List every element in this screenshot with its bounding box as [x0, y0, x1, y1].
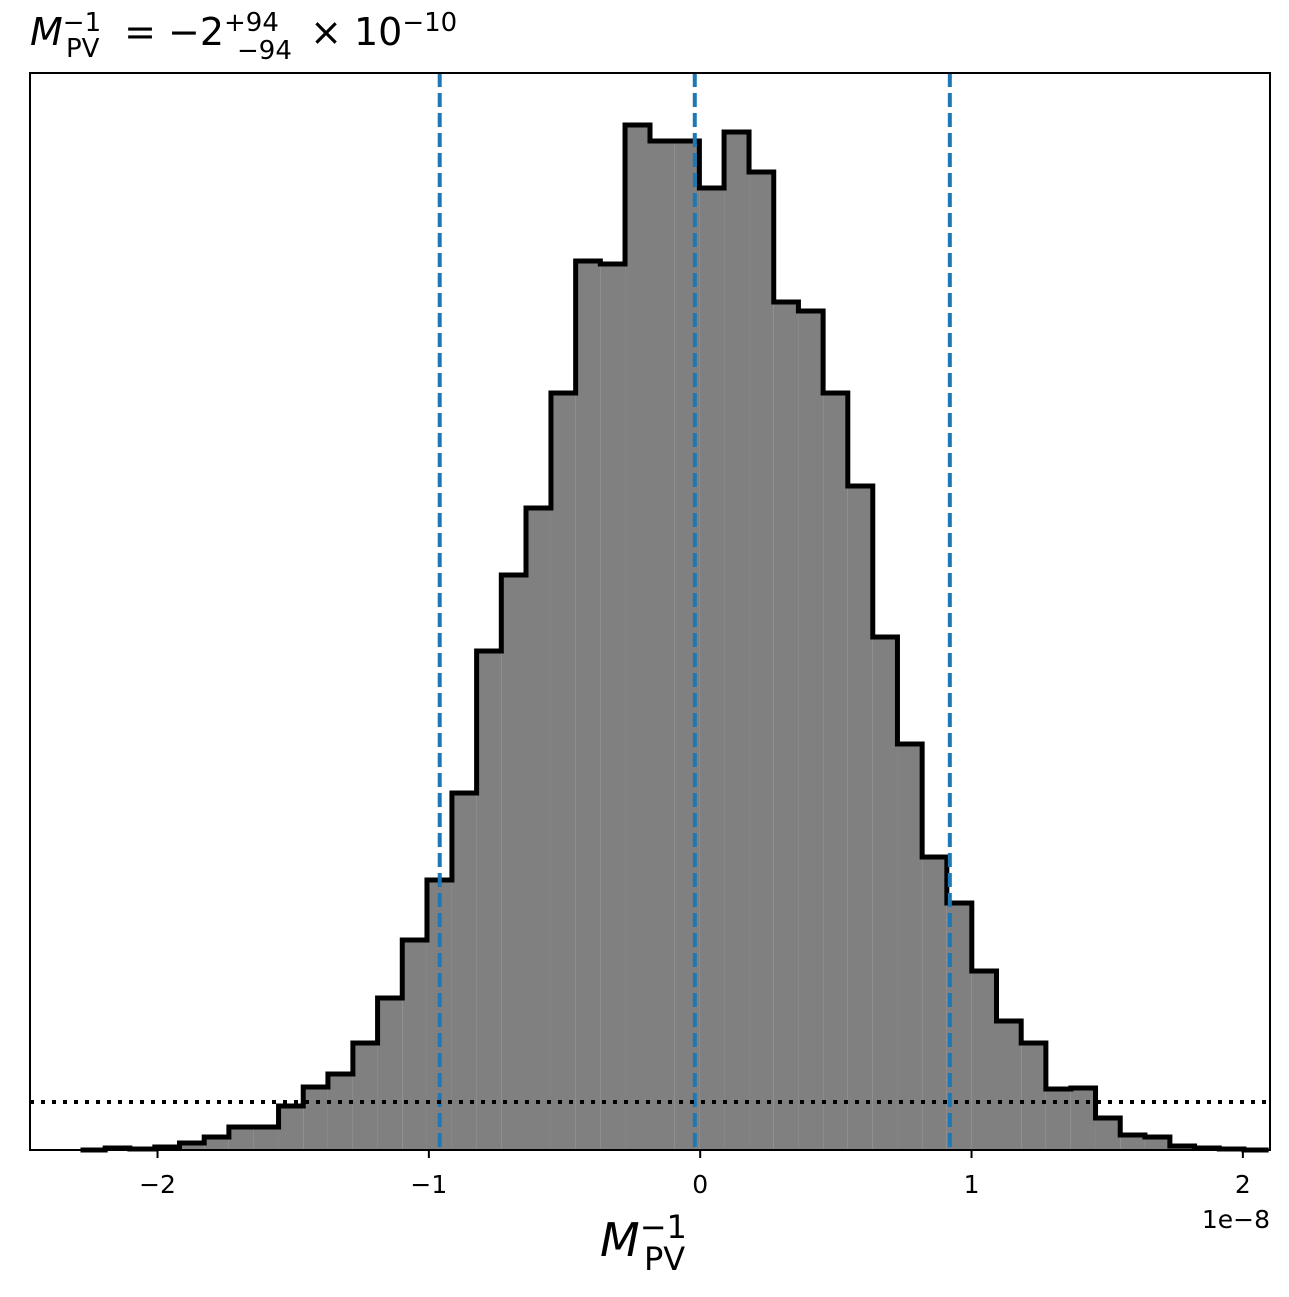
histogram-bar — [773, 302, 799, 1150]
xlabel-symbol: M — [600, 1213, 640, 1267]
histogram-bar — [971, 971, 997, 1150]
chart-title: M−1 PV = −2+94 −94 × 10−10 — [30, 8, 457, 66]
histogram-bar — [600, 264, 626, 1150]
histogram-bar — [996, 1021, 1022, 1150]
x-tick-label: 1 — [964, 1170, 980, 1199]
histogram-bar — [1144, 1137, 1170, 1150]
histogram-bar — [179, 1143, 205, 1150]
title-exp: −10 — [402, 8, 457, 38]
histogram-bar — [1045, 1089, 1071, 1150]
title-sub: PV — [66, 34, 100, 64]
title-upper: +94 — [224, 8, 279, 38]
histogram-bar — [451, 793, 477, 1150]
histogram-outline — [80, 122, 1269, 1153]
histogram-bar — [1070, 1088, 1096, 1150]
histogram-bar — [897, 744, 923, 1150]
histogram-bar — [278, 1106, 304, 1150]
plot-frame — [29, 72, 1271, 1151]
histogram-bar — [1120, 1135, 1145, 1150]
histogram-bar — [501, 575, 526, 1150]
histogram-bar — [650, 141, 675, 1150]
histogram-bar — [377, 998, 403, 1150]
title-sup: −1 — [63, 8, 101, 38]
histogram-bar — [303, 1087, 328, 1150]
histogram-bar — [625, 125, 650, 1150]
title-tail: × 10 — [298, 10, 402, 54]
title-lower: −94 — [237, 36, 292, 66]
histogram-bar — [402, 940, 427, 1150]
title-symbol: M — [30, 10, 63, 54]
histogram-bar — [526, 508, 551, 1150]
x-tick-label: −1 — [410, 1170, 447, 1199]
histogram-bar — [253, 1127, 279, 1150]
histogram-bar — [1021, 1043, 1046, 1150]
histogram-bar — [204, 1137, 229, 1150]
histogram-bar — [922, 857, 947, 1150]
histogram-bar — [823, 393, 848, 1150]
x-offset: 1e−8 — [1202, 1205, 1270, 1234]
xlabel-sup: −1 — [640, 1208, 687, 1246]
title-rest: = −2 — [112, 10, 224, 54]
histogram-bar — [228, 1127, 254, 1150]
histogram-bar — [798, 311, 824, 1150]
x-tick-label: −2 — [139, 1170, 176, 1199]
x-tick-label: 0 — [692, 1170, 708, 1199]
histogram-bar — [724, 132, 750, 1150]
histogram-bar — [327, 1074, 353, 1150]
histogram-bar — [575, 261, 601, 1150]
xlabel-sub: PV — [644, 1240, 685, 1278]
x-tick-label: 2 — [1235, 1170, 1251, 1199]
histogram-bar — [476, 651, 502, 1150]
histogram-bar — [699, 188, 725, 1150]
histogram-bar — [749, 172, 774, 1150]
histogram-bar — [550, 393, 576, 1150]
x-axis-label: M−1 PV — [600, 1208, 687, 1278]
histogram-bar — [872, 637, 898, 1150]
histogram-bar — [352, 1043, 378, 1150]
histogram-bar — [847, 486, 873, 1150]
histogram-bar — [1095, 1118, 1121, 1150]
